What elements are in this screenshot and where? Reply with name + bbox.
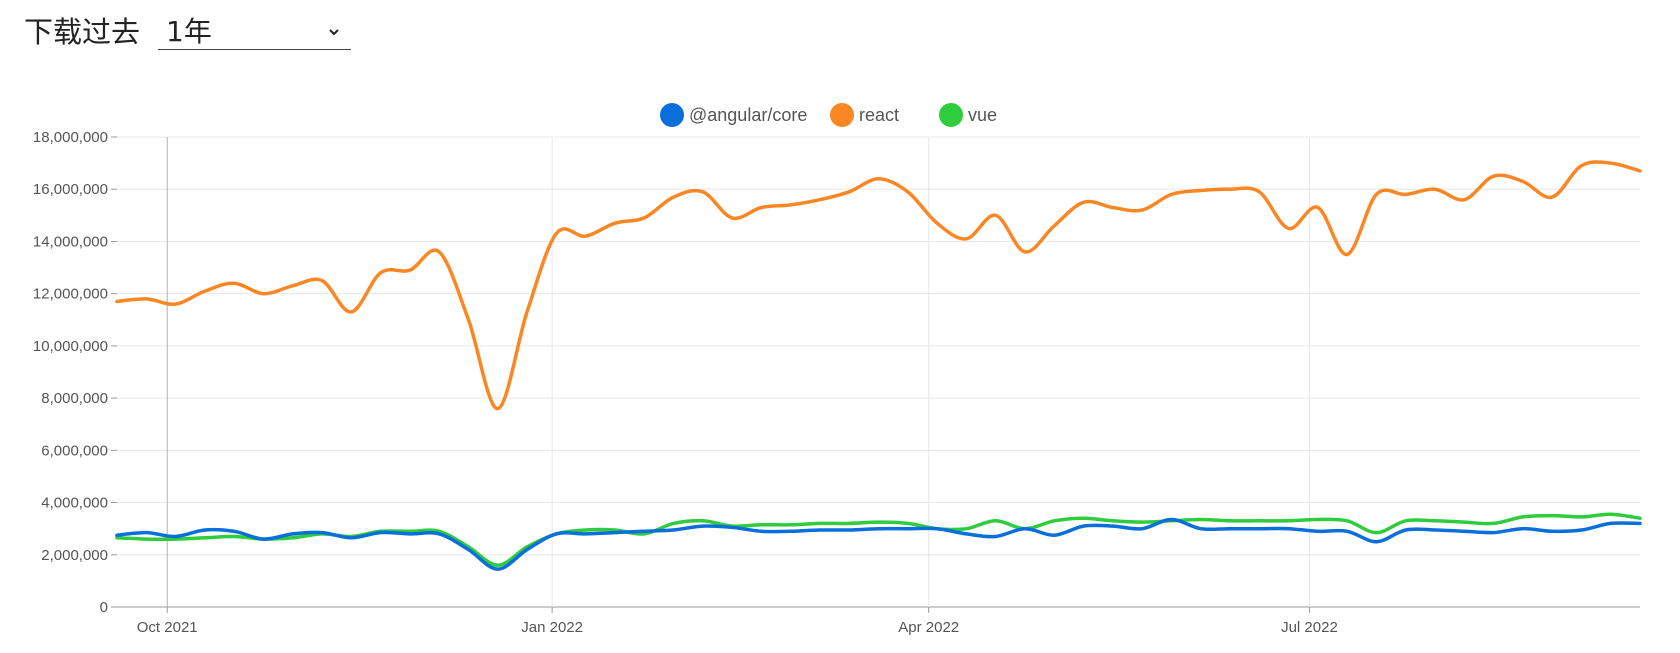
y-tick-label: 16,000,000	[33, 181, 108, 198]
legend: @angular/core react vue	[660, 103, 997, 127]
legend-item-react[interactable]: react	[830, 103, 899, 127]
legend-label: @angular/core	[689, 105, 807, 125]
series-line-react	[115, 160, 1642, 411]
legend-label: vue	[968, 105, 997, 125]
y-tick-label: 8,000,000	[41, 390, 108, 407]
legend-swatch	[660, 103, 684, 127]
legend-item-vue[interactable]: vue	[939, 103, 997, 127]
y-tick-label: 10,000,000	[33, 338, 108, 355]
x-tick-label: Jan 2022	[521, 619, 583, 636]
legend-item-angular-core[interactable]: @angular/core	[660, 103, 807, 127]
x-axis: Oct 2021 Jan 2022 Apr 2022 Jul 2022	[137, 607, 1338, 636]
chevron-down-icon	[327, 22, 341, 41]
y-tick-label: 0	[100, 599, 108, 616]
period-select[interactable]: 1年	[158, 10, 351, 50]
y-tick-label: 14,000,000	[33, 233, 108, 250]
x-tick-label: Apr 2022	[898, 619, 959, 636]
y-tick-label: 6,000,000	[41, 442, 108, 459]
y-tick-label: 4,000,000	[41, 495, 108, 512]
series-line-vue	[115, 512, 1642, 567]
legend-swatch	[830, 103, 854, 127]
legend-label: react	[859, 105, 899, 125]
grid	[117, 136, 1640, 608]
legend-swatch	[939, 103, 963, 127]
x-tick-label: Jul 2022	[1281, 619, 1338, 636]
y-tick-label: 12,000,000	[33, 286, 108, 303]
y-axis: 18,000,000 16,000,000 14,000,000 12,000,000…	[33, 129, 117, 616]
series-line-angular-core	[115, 517, 1642, 571]
downloads-header: 下载过去	[24, 10, 140, 50]
y-tick-label: 18,000,000	[33, 129, 108, 146]
downloads-title: 下载过去	[24, 15, 141, 49]
x-tick-label: Oct 2021	[137, 619, 198, 636]
period-select-value: 1年	[166, 14, 212, 48]
y-tick-label: 2,000,000	[41, 547, 108, 564]
series-lines	[115, 160, 1642, 571]
